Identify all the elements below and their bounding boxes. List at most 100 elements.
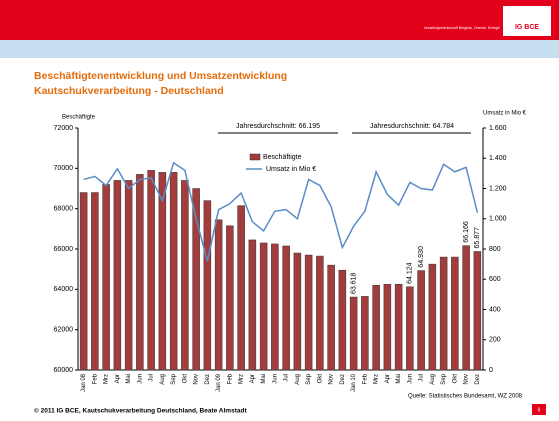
bar (417, 270, 425, 371)
x-tick-label: Dez (340, 374, 346, 385)
x-tick-label: Nov (194, 374, 200, 385)
y2-tick-label: 600 (489, 276, 501, 283)
bar (304, 254, 313, 371)
bar (473, 251, 482, 371)
bar (316, 255, 324, 371)
bar (102, 184, 110, 371)
y-tick-label: 70000 (54, 165, 74, 172)
bar (203, 200, 212, 371)
x-tick-label: Okt (452, 374, 458, 384)
x-tick-label: Jan 09 (216, 373, 222, 392)
legend-label: Beschäftigte (263, 154, 302, 161)
y-tick-label: 66000 (54, 246, 74, 253)
y-tick-label: 72000 (54, 125, 74, 132)
value-label: 64.930 (418, 246, 425, 268)
bar (383, 284, 392, 371)
x-tick-label: Mrz (239, 374, 245, 384)
bar (282, 245, 290, 371)
bar (136, 174, 144, 371)
y-label: Beschäftigte (62, 115, 96, 121)
bar (147, 170, 155, 371)
logo-box (503, 6, 551, 36)
bar (169, 172, 178, 371)
value-label: 63.618 (350, 273, 357, 295)
bar (158, 172, 167, 371)
legend-label: Umsatz in Mio € (266, 166, 316, 173)
x-tick-label: Apr (385, 374, 391, 383)
title: Beschäftigtenentwicklung und Umsatzentwi… (34, 70, 287, 82)
bar (428, 263, 437, 371)
y-tick-label: 62000 (54, 327, 74, 334)
subtitle: Kautschukverarbeitung - Deutschland (34, 85, 224, 97)
value-label: 65.877 (474, 227, 481, 249)
x-tick-label: Sep (171, 373, 177, 384)
bar (349, 296, 358, 371)
line (83, 161, 479, 262)
bar (226, 225, 234, 371)
bar (192, 188, 200, 371)
x-tick-label: Nov (329, 374, 335, 385)
legend-swatch (249, 153, 261, 161)
bar (91, 192, 99, 371)
header-band (0, 0, 559, 40)
x-tick-label: Okt (182, 374, 188, 384)
y-tick-label: 64000 (54, 286, 74, 293)
bar (439, 256, 448, 371)
x-tick-label: Jul (284, 374, 290, 382)
x-tick-label: Mai (126, 374, 132, 384)
bar (113, 180, 122, 371)
y2-tick-label: 1.000 (489, 216, 507, 223)
bar (406, 286, 414, 371)
y-tick-label: 68000 (54, 206, 74, 213)
x-tick-label: Feb (362, 373, 368, 384)
logo: IG BCE (515, 24, 539, 31)
x-tick-label: Sep (441, 373, 447, 384)
footer: © 2011 IG BCE, Kautschukverarbeitung Deu… (34, 407, 247, 415)
y2-tick-label: 1.200 (489, 185, 507, 192)
x-tick-label: Jul (149, 374, 155, 382)
x-tick-label: Mai (396, 374, 402, 384)
x-tick-label: Jun (407, 374, 413, 384)
bar (248, 239, 257, 371)
y2-tick-label: 0 (489, 367, 493, 374)
blue-band (0, 40, 559, 58)
x-tick-label: Apr (115, 374, 121, 383)
x-tick-label: Feb (227, 373, 233, 384)
bar (214, 219, 223, 371)
x-tick-label: Okt (317, 374, 323, 384)
x-tick-label: Feb (92, 373, 98, 384)
y2-tick-label: 800 (489, 246, 501, 253)
bar (181, 180, 189, 371)
x-tick-label: Mrz (104, 374, 110, 384)
bar (372, 285, 380, 371)
x-tick-label: Apr (250, 374, 256, 383)
bar (293, 252, 302, 371)
bar (237, 205, 245, 371)
y2-tick-label: 1.600 (489, 125, 507, 132)
bar (327, 264, 335, 371)
x-tick-label: Sep (306, 373, 312, 384)
page-box (532, 404, 546, 415)
bar (271, 243, 279, 371)
y2-tick-label: 1.400 (489, 155, 507, 162)
x-tick-label: Jan 08 (81, 373, 87, 392)
y2-label: Umsatz in Mio € (483, 111, 527, 117)
bar (79, 192, 88, 371)
x-tick-label: Mrz (374, 374, 380, 384)
bar (394, 284, 403, 371)
logo-text: Industriegewerkschaft Bergbau, Chemie, E… (424, 26, 500, 30)
bar (124, 180, 133, 371)
x-tick-label: Jul (419, 374, 425, 382)
x-tick-label: Jan 10 (351, 373, 357, 392)
y-tick-label: 60000 (54, 367, 74, 374)
x-tick-label: Aug (430, 374, 436, 385)
x-tick-label: Aug (295, 374, 301, 385)
bar (451, 256, 459, 371)
bar (462, 245, 470, 371)
bar (259, 242, 268, 371)
y2-tick-label: 400 (489, 306, 501, 313)
x-tick-label: Mai (261, 374, 267, 384)
annotation: Jahresdurchschnitt: 66.195 (236, 123, 320, 130)
value-label: 64.124 (407, 262, 414, 284)
